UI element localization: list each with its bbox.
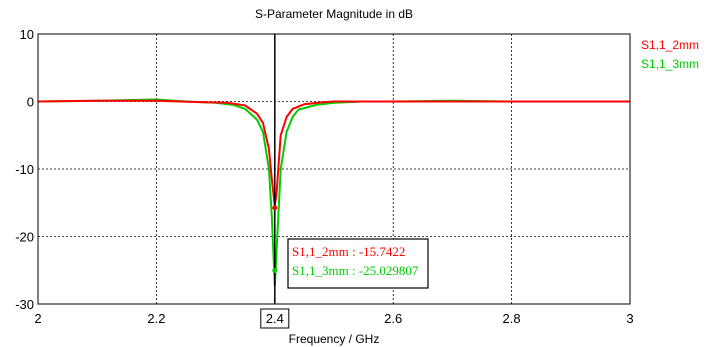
marker-point <box>272 205 278 211</box>
legend: S1,1_2mm S1,1_3mm <box>641 38 699 71</box>
x-axis-label: Frequency / GHz <box>289 332 380 346</box>
y-tick-label: -20 <box>15 230 34 245</box>
marker-readout-box <box>287 238 429 289</box>
y-tick-label: 10 <box>20 27 34 42</box>
legend-entry: S1,1_2mm <box>641 38 699 52</box>
y-tick-label: -30 <box>15 297 34 312</box>
marker-point <box>272 267 278 273</box>
x-tick-label: 3 <box>626 311 633 326</box>
y-tick-label: 0 <box>27 95 34 110</box>
series-layer <box>37 98 630 287</box>
x-tick-label: 2.2 <box>147 311 165 326</box>
marker[interactable]: 2.4 S1,1_2mm : -15.7422 S1,1_3mm : -25.029… <box>260 34 429 329</box>
marker-readout-entry: S1,1_3mm : -25.029807 <box>292 263 419 278</box>
x-tick-label: 2 <box>34 311 41 326</box>
y-tick-label: -10 <box>15 162 34 177</box>
x-tick-label: 2.6 <box>384 311 402 326</box>
chart-title: S-Parameter Magnitude in dB <box>255 7 413 21</box>
marker-x-box[interactable] <box>260 308 290 329</box>
legend-entry: S1,1_3mm <box>641 57 699 71</box>
marker-readout-entry: S1,1_2mm : -15.7422 <box>292 244 405 259</box>
series-line-s1-1-2mm <box>37 99 630 208</box>
plot-frame <box>37 33 631 305</box>
marker-x-label: 2.4 <box>266 311 284 326</box>
x-tick-label: 2.8 <box>503 311 521 326</box>
